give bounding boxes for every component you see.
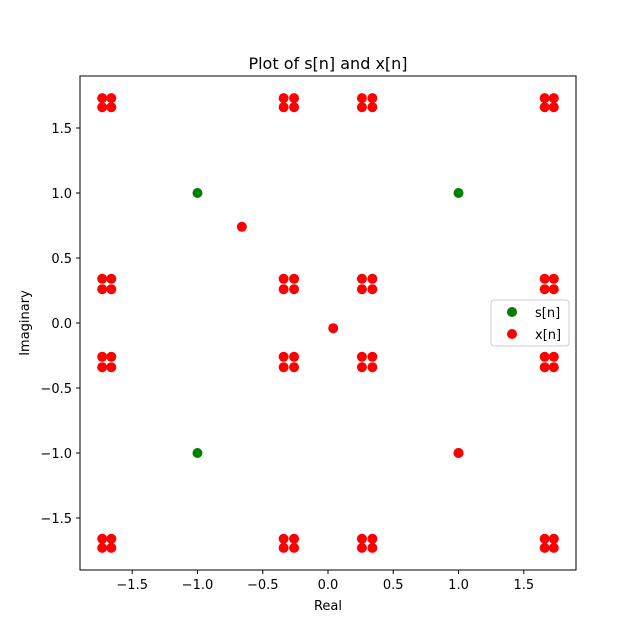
x-point <box>289 273 300 284</box>
x-point <box>278 284 289 295</box>
x-point <box>289 351 300 362</box>
x-point <box>106 362 117 373</box>
x-tick-label: 0.5 <box>383 578 404 593</box>
x-tick-label: 0.0 <box>318 578 339 593</box>
x-point <box>539 533 550 544</box>
x-point <box>289 533 300 544</box>
x-point <box>539 284 550 295</box>
s-point <box>192 188 203 198</box>
x-point <box>236 221 247 232</box>
x-point <box>97 102 108 113</box>
plot-area-frame <box>79 75 577 571</box>
x-point <box>278 273 289 284</box>
axis-ticks: −1.5 −1.0 −0.5 0.0 0.5 1.0 1.5 −1.5 −1.0 −0.5 0.0 0… <box>40 122 534 593</box>
x-point <box>548 542 559 553</box>
s-point <box>453 188 464 198</box>
x-point <box>356 542 367 553</box>
x-point <box>356 273 367 284</box>
x-point <box>328 323 339 334</box>
x-point <box>367 362 378 373</box>
x-point <box>289 362 300 373</box>
x-point <box>539 542 550 553</box>
x-point <box>539 273 550 284</box>
x-point <box>106 284 117 295</box>
x-point <box>289 542 300 553</box>
x-point <box>106 542 117 553</box>
x-point <box>539 362 550 373</box>
x-point <box>356 362 367 373</box>
x-point <box>356 533 367 544</box>
x-point <box>548 273 559 284</box>
x-point <box>278 362 289 373</box>
x-point <box>278 102 289 113</box>
x-point <box>106 533 117 544</box>
x-point <box>97 533 108 544</box>
x-point <box>453 448 464 458</box>
x-point <box>539 102 550 113</box>
x-point <box>539 93 550 104</box>
y-tick-label: −1.0 <box>40 447 72 462</box>
x-point <box>97 93 108 104</box>
legend-label-x: x[n] <box>535 328 561 343</box>
y-tick-label: 0.5 <box>51 252 72 267</box>
x-point <box>278 542 289 553</box>
x-point <box>367 93 378 104</box>
x-point <box>289 284 300 295</box>
legend-marker-x <box>507 329 517 339</box>
x-point <box>97 273 108 284</box>
x-point <box>539 351 550 362</box>
s-point <box>192 448 203 458</box>
x-point <box>367 273 378 284</box>
x-point <box>97 362 108 373</box>
x-point <box>106 102 117 113</box>
x-point <box>548 351 559 362</box>
x-point <box>97 542 108 553</box>
x-tick-label: 1.5 <box>513 578 534 593</box>
y-tick-label: −0.5 <box>40 382 72 397</box>
x-point <box>106 351 117 362</box>
x-point <box>289 93 300 104</box>
x-point <box>548 102 559 113</box>
x-point <box>106 93 117 104</box>
y-tick-label: 0.0 <box>51 317 72 332</box>
x-point <box>278 351 289 362</box>
x-tick-label: −1.0 <box>182 578 214 593</box>
x-tick-label: −0.5 <box>247 578 279 593</box>
legend-label-s: s[n] <box>535 306 560 321</box>
x-point <box>289 102 300 113</box>
x-point <box>356 351 367 362</box>
data-points <box>97 93 559 553</box>
x-point <box>548 533 559 544</box>
x-point <box>548 284 559 295</box>
chart-title: Plot of s[n] and x[n] <box>248 54 407 73</box>
y-tick-label: 1.5 <box>51 122 72 137</box>
x-point <box>367 533 378 544</box>
x-point <box>367 542 378 553</box>
x-point <box>106 273 117 284</box>
x-point <box>356 93 367 104</box>
x-tick-label: 1.0 <box>448 578 469 593</box>
x-tick-label: −1.5 <box>116 578 148 593</box>
x-point <box>97 351 108 362</box>
x-point <box>548 362 559 373</box>
x-point <box>548 93 559 104</box>
y-tick-label: 1.0 <box>51 187 72 202</box>
x-point <box>367 102 378 113</box>
x-point <box>97 284 108 295</box>
legend: s[n] x[n] <box>490 299 570 347</box>
x-point <box>278 533 289 544</box>
legend-marker-s <box>507 307 517 317</box>
x-point <box>356 284 367 295</box>
x-point <box>367 351 378 362</box>
x-point <box>367 284 378 295</box>
x-point <box>278 93 289 104</box>
x-point <box>356 102 367 113</box>
y-tick-label: −1.5 <box>40 512 72 527</box>
y-axis-label: Imaginary <box>18 290 33 356</box>
x-axis-label: Real <box>314 599 342 614</box>
